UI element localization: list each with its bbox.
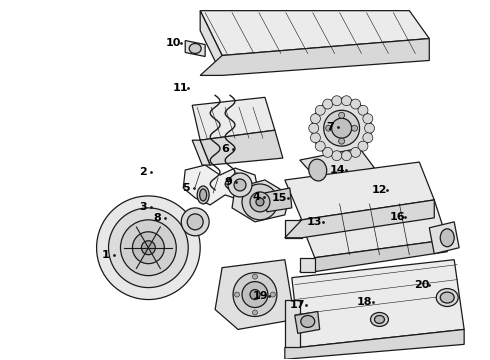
Text: 20: 20 xyxy=(414,280,429,289)
Circle shape xyxy=(252,274,257,279)
Circle shape xyxy=(324,110,360,146)
Text: 11: 11 xyxy=(172,84,188,93)
Polygon shape xyxy=(285,220,302,238)
Polygon shape xyxy=(185,41,205,57)
Polygon shape xyxy=(292,260,464,347)
Ellipse shape xyxy=(197,186,209,204)
Circle shape xyxy=(332,118,352,138)
Polygon shape xyxy=(300,240,447,272)
Polygon shape xyxy=(183,165,258,205)
Circle shape xyxy=(363,133,373,143)
Polygon shape xyxy=(285,329,464,359)
Polygon shape xyxy=(192,140,210,165)
Ellipse shape xyxy=(440,292,454,303)
Polygon shape xyxy=(285,300,300,347)
Text: 8: 8 xyxy=(153,213,161,223)
Polygon shape xyxy=(285,162,434,220)
Ellipse shape xyxy=(301,315,315,328)
Circle shape xyxy=(121,220,176,276)
Circle shape xyxy=(309,123,318,133)
Circle shape xyxy=(350,99,361,109)
Polygon shape xyxy=(232,180,290,222)
Circle shape xyxy=(323,99,333,109)
Text: 4: 4 xyxy=(252,192,260,202)
Circle shape xyxy=(311,133,320,143)
Text: 7: 7 xyxy=(326,122,334,132)
Circle shape xyxy=(323,147,333,157)
Text: 9: 9 xyxy=(224,177,232,187)
Text: 10: 10 xyxy=(166,37,181,48)
Circle shape xyxy=(181,208,209,236)
Circle shape xyxy=(97,196,200,300)
Ellipse shape xyxy=(436,289,458,306)
Circle shape xyxy=(352,125,358,131)
Circle shape xyxy=(228,173,252,197)
Circle shape xyxy=(235,292,240,297)
Text: 6: 6 xyxy=(221,144,229,154)
Polygon shape xyxy=(265,188,292,212)
Polygon shape xyxy=(215,260,295,329)
Circle shape xyxy=(358,141,368,151)
Circle shape xyxy=(342,151,351,161)
Circle shape xyxy=(363,114,373,123)
Polygon shape xyxy=(192,97,275,140)
Ellipse shape xyxy=(374,315,385,323)
Text: 12: 12 xyxy=(372,185,387,195)
Circle shape xyxy=(365,123,374,133)
Circle shape xyxy=(342,96,351,106)
Polygon shape xyxy=(300,258,315,272)
Text: 14: 14 xyxy=(330,165,345,175)
Circle shape xyxy=(350,147,361,157)
Ellipse shape xyxy=(309,159,327,181)
Circle shape xyxy=(311,114,320,123)
Polygon shape xyxy=(200,11,222,75)
Polygon shape xyxy=(300,200,447,258)
Circle shape xyxy=(187,214,203,230)
Circle shape xyxy=(315,141,325,151)
Circle shape xyxy=(132,232,164,264)
Circle shape xyxy=(142,241,155,255)
Circle shape xyxy=(250,289,260,300)
Text: 16: 16 xyxy=(390,212,405,222)
Circle shape xyxy=(332,96,342,106)
Text: 13: 13 xyxy=(307,217,322,227)
Circle shape xyxy=(326,125,332,131)
Circle shape xyxy=(233,273,277,316)
Ellipse shape xyxy=(440,229,454,247)
Circle shape xyxy=(250,192,270,212)
Ellipse shape xyxy=(370,312,389,327)
Circle shape xyxy=(315,105,325,115)
Ellipse shape xyxy=(200,189,207,201)
Text: 19: 19 xyxy=(253,291,269,301)
Polygon shape xyxy=(295,311,319,333)
Circle shape xyxy=(234,179,246,191)
Polygon shape xyxy=(285,200,434,238)
Text: 18: 18 xyxy=(357,297,372,306)
Text: 1: 1 xyxy=(101,250,109,260)
Polygon shape xyxy=(200,130,283,165)
Text: 17: 17 xyxy=(290,300,306,310)
Circle shape xyxy=(339,138,344,144)
Polygon shape xyxy=(200,11,429,55)
Circle shape xyxy=(242,282,268,307)
Polygon shape xyxy=(200,39,429,75)
Circle shape xyxy=(252,310,257,315)
Text: 15: 15 xyxy=(272,193,288,203)
Circle shape xyxy=(242,184,278,220)
Polygon shape xyxy=(300,148,374,182)
Text: 2: 2 xyxy=(140,167,147,177)
Circle shape xyxy=(270,292,275,297)
Circle shape xyxy=(312,98,371,158)
Circle shape xyxy=(339,112,344,118)
Circle shape xyxy=(108,208,188,288)
Polygon shape xyxy=(429,222,459,254)
Ellipse shape xyxy=(189,44,201,54)
Text: 5: 5 xyxy=(182,183,190,193)
Circle shape xyxy=(256,198,264,206)
Circle shape xyxy=(332,151,342,161)
Circle shape xyxy=(358,105,368,115)
Text: 3: 3 xyxy=(140,202,147,212)
